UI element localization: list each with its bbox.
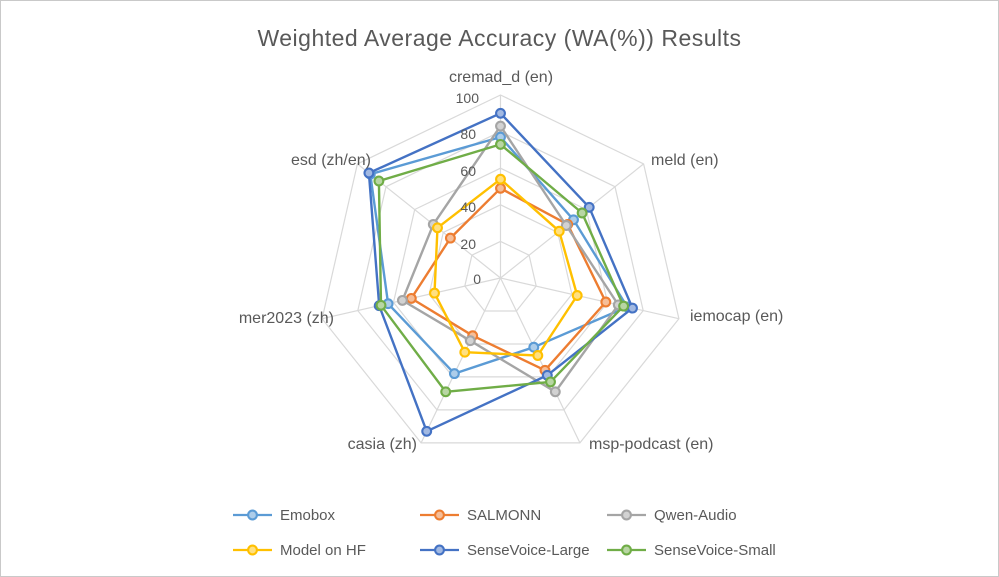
data-point-Model on HF-1[interactable] [553,225,565,237]
legend-marker-icon [247,509,258,521]
legend-item-model-on-hf[interactable]: Model on HF [232,539,419,561]
legend-item-sensevoice-large[interactable]: SenseVoice-Large [419,539,606,561]
data-point-Qwen-Audio-4[interactable] [464,335,476,347]
series-line-Emobox [369,135,629,375]
legend-item-emobox[interactable]: Emobox [232,504,419,526]
legend-label: SenseVoice-Large [467,541,590,559]
data-point-SALMONN-5[interactable] [405,292,417,304]
series-line-Model on HF [433,177,579,357]
data-point-Qwen-Audio-5[interactable] [396,294,408,306]
tick-label-40: 40 [460,199,476,215]
legend-marker-icon [621,509,632,521]
data-point-SenseVoice-Large-1[interactable] [583,201,595,213]
data-point-Emobox-4[interactable] [448,368,460,380]
legend-label: Model on HF [280,541,366,559]
series-line-SenseVoice-Small [377,143,625,393]
legend-marker-icon [434,544,445,556]
data-point-Model on HF-0[interactable] [495,173,506,185]
grid-ring-40 [428,204,573,345]
legend-marker-icon [621,544,632,556]
data-point-Qwen-Audio-1[interactable] [560,220,572,231]
axis-line-4 [420,277,502,444]
data-point-Model on HF-2[interactable] [571,290,583,301]
legend-swatch-sensevoice-small [607,544,646,556]
data-point-SenseVoice-Small-6[interactable] [373,175,385,187]
data-point-SenseVoice-Small-4[interactable] [440,386,452,398]
chart-legend: Emobox SALMONN Qwen-Audio Model on HF Se… [232,504,776,561]
data-point-Model on HF-5[interactable] [429,287,440,299]
axis-label-iemocap: iemocap (en) [690,308,784,325]
data-point-Emobox-3[interactable] [528,341,540,353]
data-point-Model on HF-4[interactable] [459,346,471,358]
data-point-Model on HF-6[interactable] [432,222,443,234]
legend-item-salmonn[interactable]: SALMONN [419,504,606,526]
tick-label-60: 60 [460,163,476,179]
data-point-Qwen-Audio-3[interactable] [549,386,561,398]
data-point-SenseVoice-Small-3[interactable] [545,376,556,388]
grid-ring-60 [392,167,609,378]
grid-ring-100 [321,94,680,444]
axis-label-esd: esd (zh/en) [290,152,371,169]
axis-label-msp-podcast: msp-podcast (en) [589,436,714,453]
data-point-SenseVoice-Small-1[interactable] [576,207,588,219]
data-point-SenseVoice-Large-6[interactable] [363,167,375,179]
legend-marker-icon [434,509,445,521]
legend-swatch-salmonn [420,509,459,521]
axis-label-meld: meld (en) [651,152,719,169]
series-line-SenseVoice-Large [367,112,634,433]
axis-label-mer2023: mer2023 (zh) [238,310,334,327]
data-point-SALMONN-6[interactable] [444,232,456,244]
axis-label-casia: casia (zh) [347,436,417,453]
data-point-SALMONN-0[interactable] [495,182,506,194]
legend-swatch-emobox [233,509,272,521]
data-point-SenseVoice-Small-2[interactable] [618,300,630,312]
axis-label-cremad-d: cremad_d (en) [448,69,554,86]
data-point-Qwen-Audio-0[interactable] [495,120,506,132]
legend-item-sensevoice-small[interactable]: SenseVoice-Small [606,539,776,561]
tick-label-100: 100 [455,90,479,106]
series-line-Qwen-Audio [401,124,620,393]
axis-line-3 [499,277,581,444]
legend-item-qwen-audio[interactable]: Qwen-Audio [606,504,776,526]
legend-label: Qwen-Audio [654,506,737,524]
data-point-Model on HF-3[interactable] [532,350,544,361]
legend-label: SenseVoice-Small [654,541,776,559]
legend-label: Emobox [280,506,336,524]
data-point-SenseVoice-Small-5[interactable] [375,299,387,311]
tick-label-80: 80 [460,126,476,142]
tick-label-0: 0 [473,271,481,287]
grid-ring-20 [464,240,537,312]
legend-marker-icon [247,544,258,556]
legend-swatch-sensevoice-large [420,544,459,556]
legend-label: SALMONN [467,506,542,524]
data-point-SenseVoice-Large-0[interactable] [495,107,506,119]
data-point-SenseVoice-Small-0[interactable] [495,138,506,150]
legend-swatch-model-on-hf [233,544,272,556]
data-point-SenseVoice-Large-2[interactable] [627,302,638,314]
legend-swatch-qwen-audio [607,509,646,521]
data-point-SALMONN-2[interactable] [600,296,612,308]
axis-line-2 [500,277,680,320]
chart-title: Weighted Average Accuracy (WA(%)) Result… [257,25,742,51]
tick-label-20: 20 [460,236,476,252]
grid-ring-80 [357,130,644,411]
data-point-SenseVoice-Large-4[interactable] [421,425,433,437]
